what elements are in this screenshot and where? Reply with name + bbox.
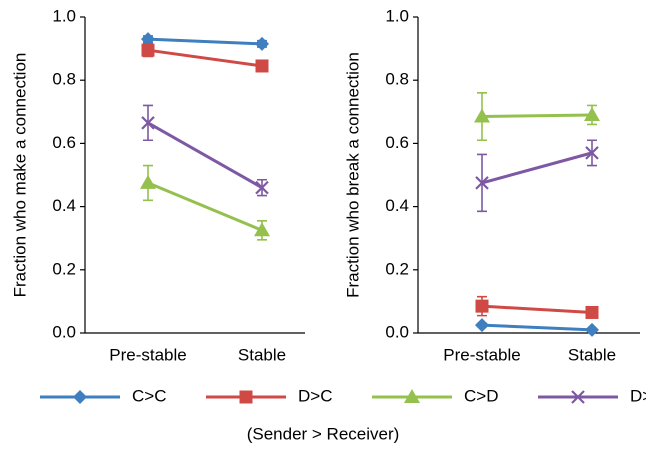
marker bbox=[475, 318, 489, 333]
y-tick-label: 0.8 bbox=[385, 70, 409, 89]
y-tick-label: 0.8 bbox=[52, 70, 76, 89]
series-line bbox=[147, 37, 263, 46]
y-tick-label: 0.0 bbox=[385, 322, 409, 341]
marker bbox=[585, 305, 599, 319]
marker bbox=[474, 108, 490, 123]
y-tick-label: 1.0 bbox=[385, 6, 409, 25]
marker bbox=[585, 322, 599, 337]
series-line bbox=[481, 151, 593, 185]
series-line bbox=[481, 304, 593, 314]
marker bbox=[255, 180, 269, 195]
y-tick-label: 0.6 bbox=[385, 133, 409, 152]
marker bbox=[475, 176, 489, 190]
y-tick-label: 1.0 bbox=[52, 6, 76, 25]
marker bbox=[475, 299, 489, 313]
legend-label: C>C bbox=[132, 386, 166, 405]
series-line bbox=[147, 181, 263, 232]
series-line bbox=[147, 48, 263, 68]
y-tick-label: 0.0 bbox=[52, 322, 76, 341]
marker bbox=[585, 146, 599, 160]
marker bbox=[141, 32, 155, 47]
x-tick-label: Stable bbox=[238, 345, 286, 364]
marker bbox=[255, 36, 269, 51]
y-tick-label: 0.2 bbox=[385, 259, 409, 278]
y-tick-label: 0.6 bbox=[52, 133, 76, 152]
x-tick-label: Pre-stable bbox=[109, 345, 186, 364]
marker bbox=[239, 390, 253, 404]
y-tick-label: 0.4 bbox=[385, 196, 409, 215]
y-tick-label: 0.4 bbox=[52, 196, 76, 215]
y-axis-label: Fraction who break a connection bbox=[343, 52, 362, 298]
marker bbox=[584, 106, 600, 121]
marker bbox=[571, 390, 585, 404]
marker bbox=[254, 222, 270, 237]
y-axis-label: Fraction who make a connection bbox=[10, 53, 29, 298]
marker bbox=[141, 116, 155, 130]
marker bbox=[141, 43, 155, 57]
x-tick-label: Stable bbox=[568, 345, 616, 364]
marker bbox=[73, 390, 87, 404]
series-line bbox=[147, 121, 263, 189]
series-line bbox=[481, 113, 593, 119]
series-line bbox=[481, 323, 593, 332]
x-tick-label: Pre-stable bbox=[443, 345, 520, 364]
legend-label: D>D bbox=[630, 386, 646, 405]
marker bbox=[255, 59, 269, 73]
marker bbox=[404, 389, 420, 403]
y-tick-label: 0.2 bbox=[52, 259, 76, 278]
legend-title: (Sender > Receiver) bbox=[247, 424, 400, 443]
marker bbox=[140, 174, 156, 189]
legend-label: D>C bbox=[298, 386, 332, 405]
legend-label: C>D bbox=[464, 386, 498, 405]
